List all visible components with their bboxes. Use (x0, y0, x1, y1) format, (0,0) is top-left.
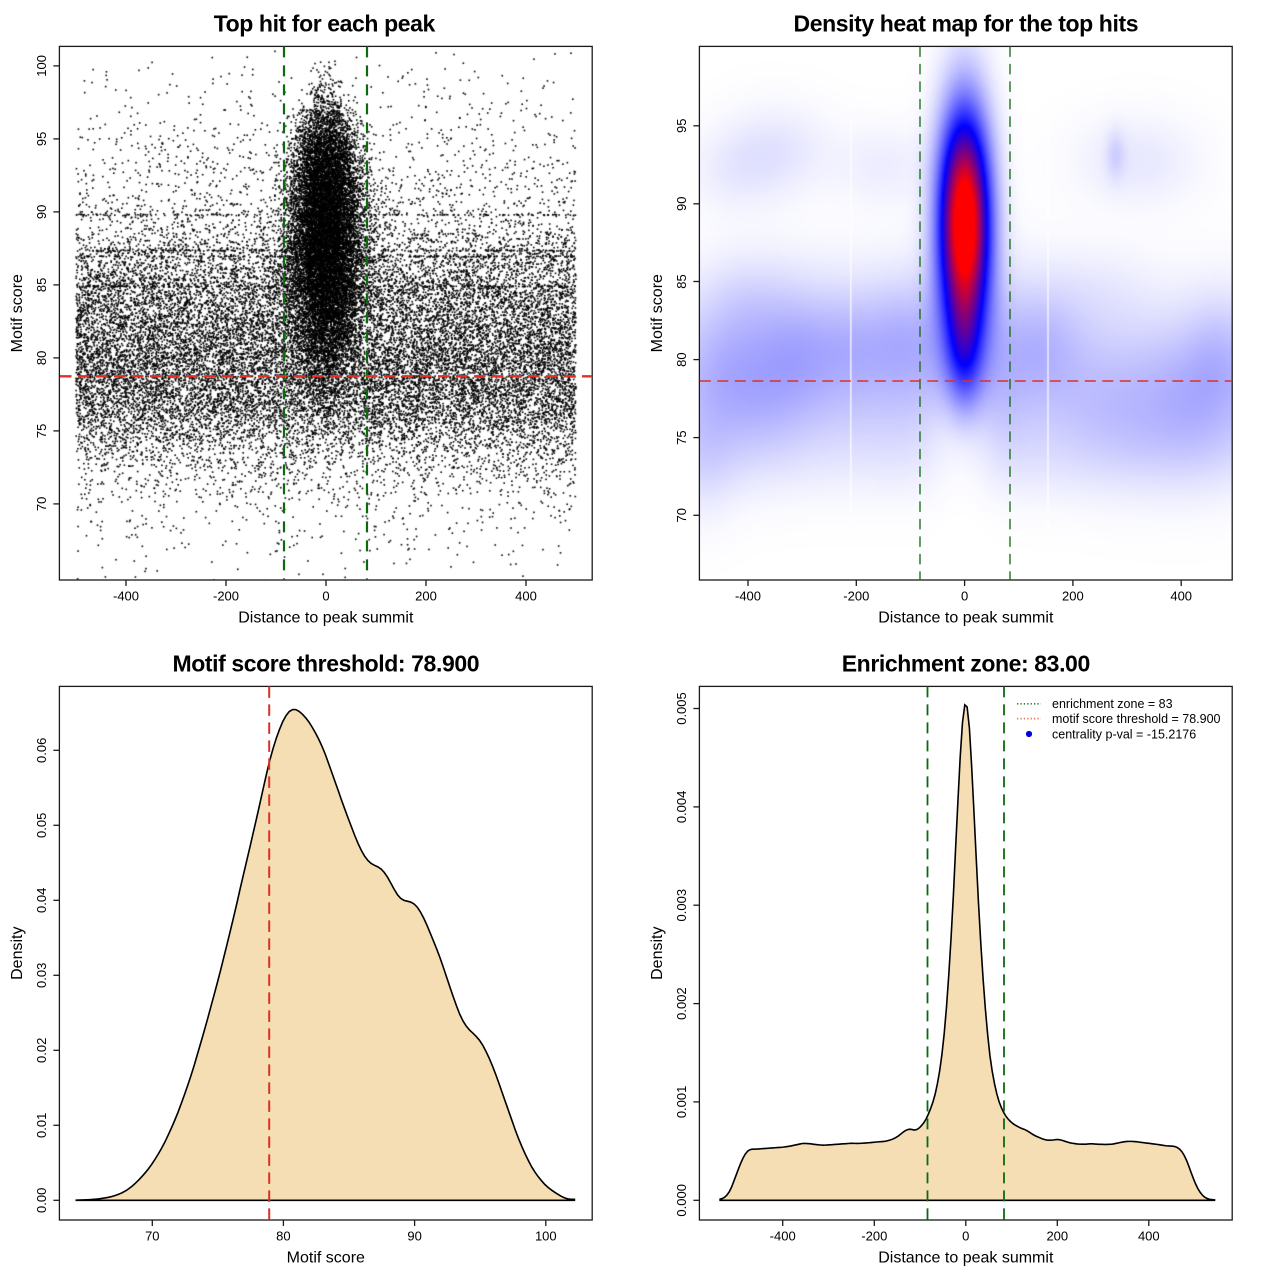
svg-text:85: 85 (674, 274, 689, 288)
svg-text:0: 0 (322, 589, 329, 604)
svg-text:0.004: 0.004 (674, 791, 689, 824)
svg-text:70: 70 (145, 1229, 159, 1244)
svg-text:400: 400 (515, 589, 537, 604)
svg-text:Motif score: Motif score (9, 274, 26, 352)
svg-text:0.000: 0.000 (674, 1184, 689, 1217)
svg-text:400: 400 (1170, 589, 1192, 604)
svg-text:0.005: 0.005 (674, 692, 689, 725)
svg-text:95: 95 (674, 119, 689, 133)
svg-text:85: 85 (34, 278, 49, 292)
svg-text:Distance to peak summit: Distance to peak summit (878, 610, 1054, 627)
svg-text:0.01: 0.01 (34, 1113, 49, 1138)
svg-text:0.003: 0.003 (674, 889, 689, 922)
svg-text:400: 400 (1138, 1229, 1160, 1244)
svg-text:100: 100 (34, 55, 49, 77)
svg-text:0.002: 0.002 (674, 987, 689, 1020)
svg-text:80: 80 (34, 351, 49, 365)
svg-text:-400: -400 (735, 589, 761, 604)
svg-text:100: 100 (535, 1229, 557, 1244)
svg-text:0: 0 (962, 1229, 969, 1244)
svg-text:0.00: 0.00 (34, 1188, 49, 1213)
svg-text:75: 75 (34, 424, 49, 438)
svg-text:0.04: 0.04 (34, 888, 49, 913)
svg-text:Enrichment zone: 83.00: Enrichment zone: 83.00 (842, 651, 1090, 677)
svg-text:0.001: 0.001 (674, 1086, 689, 1119)
svg-text:-400: -400 (770, 1229, 796, 1244)
svg-text:Density: Density (9, 927, 26, 980)
svg-text:enrichment zone = 83: enrichment zone = 83 (1052, 697, 1173, 711)
svg-text:0.06: 0.06 (34, 738, 49, 763)
svg-text:90: 90 (34, 205, 49, 219)
svg-text:-200: -200 (213, 589, 239, 604)
svg-text:Motif score: Motif score (287, 1250, 365, 1267)
svg-text:motif score threshold = 78.900: motif score threshold = 78.900 (1052, 712, 1221, 726)
svg-text:Distance to peak summit: Distance to peak summit (878, 1250, 1054, 1267)
svg-text:0: 0 (961, 589, 968, 604)
svg-text:-400: -400 (113, 589, 139, 604)
svg-text:70: 70 (34, 497, 49, 511)
svg-text:95: 95 (34, 132, 49, 146)
svg-text:80: 80 (276, 1229, 290, 1244)
svg-text:0.05: 0.05 (34, 813, 49, 838)
svg-text:Density heat map for the top h: Density heat map for the top hits (793, 11, 1138, 37)
svg-text:200: 200 (415, 589, 437, 604)
svg-text:centrality p-val = -15.2176: centrality p-val = -15.2176 (1052, 727, 1196, 741)
svg-text:200: 200 (1046, 1229, 1068, 1244)
svg-text:90: 90 (407, 1229, 421, 1244)
svg-text:0.02: 0.02 (34, 1038, 49, 1063)
svg-text:90: 90 (674, 197, 689, 211)
svg-text:-200: -200 (861, 1229, 887, 1244)
svg-text:Motif score: Motif score (649, 274, 666, 352)
svg-text:80: 80 (674, 352, 689, 366)
svg-text:Motif score threshold: 78.900: Motif score threshold: 78.900 (172, 651, 479, 677)
svg-text:-200: -200 (843, 589, 869, 604)
svg-text:Distance to peak summit: Distance to peak summit (238, 610, 414, 627)
svg-text:70: 70 (674, 508, 689, 522)
svg-text:Top hit for each peak: Top hit for each peak (214, 11, 436, 37)
svg-text:Density: Density (649, 927, 666, 980)
svg-text:75: 75 (674, 430, 689, 444)
svg-text:0.03: 0.03 (34, 963, 49, 988)
svg-text:200: 200 (1062, 589, 1084, 604)
